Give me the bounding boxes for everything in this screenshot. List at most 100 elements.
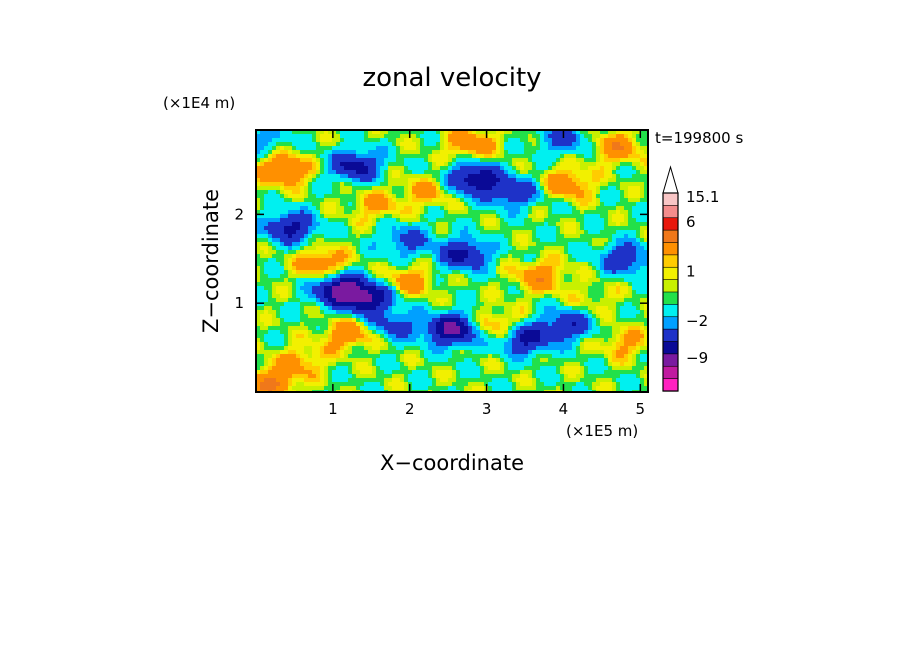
- field-cell: [424, 234, 429, 239]
- field-cell: [376, 302, 381, 307]
- field-cell: [500, 258, 505, 263]
- field-cell: [324, 302, 329, 307]
- field-cell: [332, 266, 337, 271]
- field-cell: [552, 174, 557, 179]
- field-cell: [308, 174, 313, 179]
- field-cell: [280, 298, 285, 303]
- field-cell: [396, 270, 401, 275]
- field-cell: [368, 286, 373, 291]
- field-cell: [336, 182, 341, 187]
- field-cell: [292, 218, 297, 223]
- field-cell: [556, 190, 561, 195]
- field-cell: [372, 194, 377, 199]
- field-cell: [320, 286, 325, 291]
- field-cell: [428, 258, 433, 263]
- field-cell: [500, 194, 505, 199]
- field-cell: [396, 258, 401, 263]
- field-cell: [352, 330, 357, 335]
- field-cell: [560, 258, 565, 263]
- field-cell: [452, 262, 457, 267]
- field-cell: [272, 158, 277, 163]
- field-cell: [320, 314, 325, 319]
- field-cell: [272, 278, 277, 283]
- field-cell: [260, 286, 265, 291]
- field-cell: [492, 294, 497, 299]
- field-cell: [540, 326, 545, 331]
- field-cell: [560, 190, 565, 195]
- field-cell: [532, 278, 537, 283]
- field-cell: [280, 302, 285, 307]
- field-cell: [492, 262, 497, 267]
- field-cell: [552, 202, 557, 207]
- field-cell: [600, 150, 605, 155]
- field-cell: [448, 302, 453, 307]
- field-cell: [640, 290, 645, 295]
- field-cell: [424, 286, 429, 291]
- field-cell: [276, 310, 281, 315]
- field-cell: [616, 218, 621, 223]
- field-cell: [428, 150, 433, 155]
- field-cell: [352, 214, 357, 219]
- field-cell: [420, 282, 425, 287]
- field-cell: [408, 142, 413, 147]
- field-cell: [292, 142, 297, 147]
- field-cell: [640, 270, 645, 275]
- field-cell: [508, 226, 513, 231]
- field-cell: [432, 278, 437, 283]
- field-cell: [316, 202, 321, 207]
- field-cell: [560, 158, 565, 163]
- field-cell: [584, 166, 589, 171]
- field-cell: [464, 330, 469, 335]
- field-cell: [596, 206, 601, 211]
- field-cell: [400, 214, 405, 219]
- field-cell: [308, 226, 313, 231]
- field-cell: [416, 182, 421, 187]
- field-cell: [536, 170, 541, 175]
- field-cell: [580, 262, 585, 267]
- field-cell: [288, 138, 293, 143]
- field-cell: [416, 170, 421, 175]
- field-cell: [620, 266, 625, 271]
- field-cell: [480, 322, 485, 327]
- field-cell: [544, 154, 549, 159]
- field-cell: [636, 298, 641, 303]
- field-cell: [380, 250, 385, 255]
- field-cell: [488, 250, 493, 255]
- field-cell: [292, 174, 297, 179]
- field-cell: [624, 326, 629, 331]
- field-cell: [484, 218, 489, 223]
- field-cell: [392, 226, 397, 231]
- field-cell: [360, 146, 365, 151]
- field-cell: [328, 190, 333, 195]
- field-cell: [268, 318, 273, 323]
- field-cell: [620, 242, 625, 247]
- field-cell: [636, 234, 641, 239]
- field-cell: [468, 190, 473, 195]
- field-cell: [616, 142, 621, 147]
- field-cell: [280, 134, 285, 139]
- field-cell: [320, 270, 325, 275]
- field-cell: [508, 222, 513, 227]
- field-cell: [304, 138, 309, 143]
- field-cell: [508, 166, 513, 171]
- field-cell: [392, 178, 397, 183]
- field-cell: [332, 254, 337, 259]
- field-cell: [416, 178, 421, 183]
- field-cell: [592, 186, 597, 191]
- field-cell: [316, 330, 321, 335]
- field-cell: [448, 266, 453, 271]
- field-cell: [388, 294, 393, 299]
- field-cell: [608, 138, 613, 143]
- field-cell: [352, 226, 357, 231]
- field-cell: [560, 130, 565, 135]
- field-cell: [324, 310, 329, 315]
- field-cell: [552, 206, 557, 211]
- field-cell: [604, 182, 609, 187]
- field-cell: [276, 154, 281, 159]
- field-cell: [412, 202, 417, 207]
- field-cell: [432, 162, 437, 167]
- field-cell: [288, 234, 293, 239]
- field-cell: [512, 162, 517, 167]
- field-cell: [520, 158, 525, 163]
- field-cell: [284, 150, 289, 155]
